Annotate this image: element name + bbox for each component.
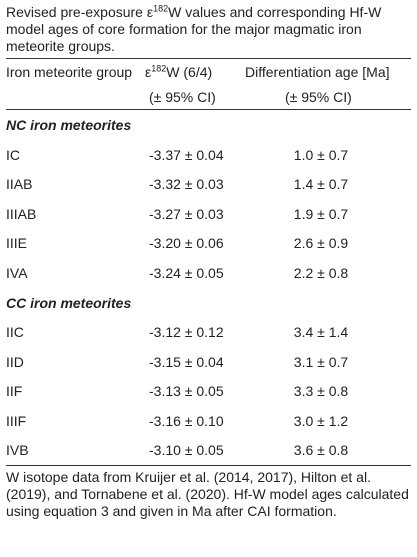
- cell: IVA: [6, 264, 28, 281]
- cell: 3.0 ± 1.2: [293, 412, 349, 429]
- header-row: Iron meteorite group ε182W (6/4) Differe…: [6, 59, 411, 84]
- header-row: (± 95% CI) (± 95% CI): [6, 84, 411, 109]
- cell: -3.37 ± 0.04: [149, 146, 224, 163]
- cell: 1.0 ± 0.7: [293, 146, 349, 163]
- cell: IID: [6, 353, 24, 370]
- cell: IIIAB: [6, 205, 37, 222]
- table-row: IID -3.15 ± 0.04 3.1 ± 0.7: [6, 347, 411, 377]
- superscript: 182: [153, 3, 169, 14]
- cell: IC: [6, 146, 20, 163]
- cell: IVB: [6, 442, 29, 459]
- cell: 1.4 ± 0.7: [293, 176, 349, 193]
- column-header: Iron meteorite group: [6, 63, 133, 80]
- table-row: IVB -3.10 ± 0.05 3.6 ± 0.8: [6, 436, 411, 466]
- cell: -3.20 ± 0.06: [149, 235, 224, 252]
- caption-text: Revised pre-exposure ε: [6, 4, 154, 20]
- table-row: IIF -3.13 ± 0.05 3.3 ± 0.8: [6, 377, 411, 407]
- rule: [6, 465, 411, 466]
- column-header: ε182W (6/4): [145, 62, 245, 80]
- cell: IIC: [6, 324, 24, 341]
- cell: -3.13 ± 0.05: [149, 383, 224, 400]
- cell: 3.3 ± 0.8: [293, 383, 349, 400]
- cell: -3.12 ± 0.12: [149, 324, 224, 341]
- table-row: IIAB -3.32 ± 0.03 1.4 ± 0.7: [6, 170, 411, 200]
- header-text: ε: [145, 63, 152, 80]
- cell: -3.32 ± 0.03: [149, 176, 224, 193]
- footnote: W isotope data from Kruijer et al. (2014…: [6, 469, 409, 519]
- table-row: IIIF -3.16 ± 0.10 3.0 ± 1.2: [6, 406, 411, 436]
- cell: 2.2 ± 0.8: [293, 264, 349, 281]
- table-body: NC iron meteorites IC -3.37 ± 0.04 1.0 ± 0.…: [6, 110, 411, 465]
- cell: -3.16 ± 0.10: [149, 412, 224, 429]
- cell: -3.27 ± 0.03: [149, 205, 224, 222]
- superscript: 182: [151, 62, 167, 73]
- cell: IIIE: [6, 235, 28, 252]
- cell: 3.1 ± 0.7: [293, 353, 349, 370]
- table-row: IC -3.37 ± 0.04 1.0 ± 0.7: [6, 140, 411, 170]
- header-text: W (6/4): [166, 63, 213, 80]
- cell: IIAB: [6, 176, 33, 193]
- cell: 3.6 ± 0.8: [293, 442, 349, 459]
- column-header: Differentiation age [Ma]: [245, 63, 390, 80]
- column-sublabel: (± 95% CI): [149, 88, 216, 105]
- cell: 1.9 ± 0.7: [293, 205, 349, 222]
- table-row: IIIE -3.20 ± 0.06 2.6 ± 0.9: [6, 229, 411, 259]
- column-sublabel: (± 95% CI): [285, 88, 352, 105]
- cell: IIF: [6, 383, 23, 400]
- rule: [6, 58, 411, 59]
- table-row: IVA -3.24 ± 0.05 2.2 ± 0.8: [6, 258, 411, 288]
- table-row: IIIAB -3.27 ± 0.03 1.9 ± 0.7: [6, 199, 411, 229]
- section-title: NC iron meteorites: [6, 117, 132, 133]
- table-row: IIC -3.12 ± 0.12 3.4 ± 1.4: [6, 318, 411, 348]
- cell: -3.15 ± 0.04: [149, 353, 224, 370]
- cell: -3.10 ± 0.05: [149, 442, 224, 459]
- rule: [6, 109, 411, 110]
- cell: 2.6 ± 0.9: [293, 235, 349, 252]
- cell: -3.24 ± 0.05: [149, 264, 224, 281]
- cell: 3.4 ± 1.4: [293, 324, 349, 341]
- cell: IIIF: [6, 412, 27, 429]
- caption-text: W values and corresponding Hf-W model ag…: [6, 4, 382, 54]
- section-title: CC iron meteorites: [6, 294, 132, 311]
- caption: Revised pre-exposure ε182W values and co…: [6, 4, 411, 55]
- document: Revised pre-exposure ε182W values and co…: [6, 4, 411, 519]
